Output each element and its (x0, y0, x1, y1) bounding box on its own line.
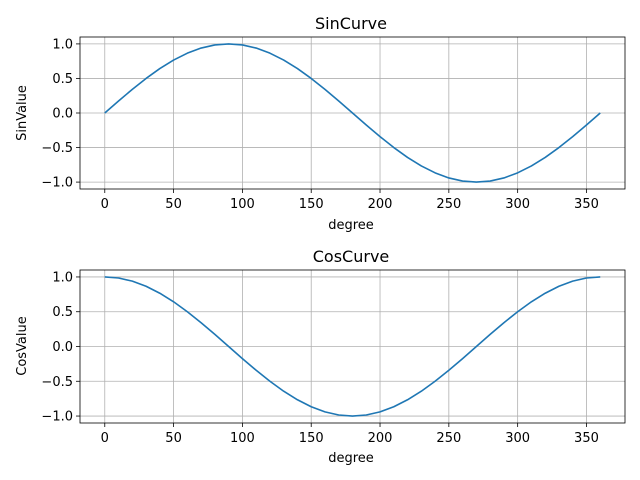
cos-x-axis-label: degree (328, 451, 374, 466)
cos-y-tick-label-1: 0.5 (52, 305, 73, 320)
cos-y-tick-label-3: −0.5 (41, 375, 73, 390)
cos-x-tick-label-5: 250 (436, 431, 461, 446)
sin-x-tick-label-4: 200 (368, 197, 393, 212)
sin-x-tick-label-0: 0 (101, 197, 109, 212)
sin-x-tick-label-7: 350 (574, 197, 599, 212)
sin-subplot: SinCurve 0 50 100 150 200 250 300 350 1.0 0.5 0.0… (15, 14, 626, 233)
cos-x-ticks: 0 50 100 150 200 250 300 350 (101, 423, 599, 446)
cos-x-tick-label-4: 200 (368, 431, 393, 446)
cos-x-tick-label-2: 100 (230, 431, 255, 446)
sin-y-tick-label-3: −0.5 (41, 141, 73, 156)
cos-grid (80, 270, 625, 423)
cos-x-tick-label-0: 0 (101, 431, 109, 446)
sin-y-axis-label: SinValue (15, 85, 30, 141)
sin-x-axis-label: degree (328, 218, 374, 233)
cos-series-line-0 (104, 276, 601, 417)
sin-y-tick-label-0: 1.0 (52, 37, 73, 52)
sin-x-tick-label-1: 50 (165, 197, 182, 212)
sin-y-tick-label-4: −1.0 (41, 176, 73, 191)
sin-grid (80, 37, 625, 189)
cos-y-ticks: 1.0 0.5 0.0 −0.5 −1.0 (41, 270, 80, 425)
cos-y-axis-label: CosValue (15, 316, 30, 376)
cos-x-tick-label-3: 150 (299, 431, 324, 446)
sin-series-group (104, 43, 601, 183)
cos-x-tick-label-7: 350 (574, 431, 599, 446)
sin-x-ticks: 0 50 100 150 200 250 300 350 (101, 189, 599, 212)
cos-subplot: CosCurve 0 50 100 150 200 250 300 350 1.0 0.5 0.0… (15, 247, 626, 466)
cos-series-group (104, 276, 601, 417)
sin-x-tick-label-6: 300 (505, 197, 530, 212)
sin-chart-title: SinCurve (315, 14, 387, 33)
cos-x-tick-label-1: 50 (165, 431, 182, 446)
sin-y-ticks: 1.0 0.5 0.0 −0.5 −1.0 (41, 37, 80, 191)
sin-x-tick-label-2: 100 (230, 197, 255, 212)
sin-y-tick-label-1: 0.5 (52, 72, 73, 87)
cos-chart-title: CosCurve (313, 247, 390, 266)
sin-x-tick-label-5: 250 (436, 197, 461, 212)
cos-y-tick-label-2: 0.0 (52, 340, 73, 355)
sin-y-tick-label-2: 0.0 (52, 107, 73, 122)
sin-series-line-0 (104, 43, 601, 183)
cos-y-tick-label-0: 1.0 (52, 270, 73, 285)
cos-x-tick-label-6: 300 (505, 431, 530, 446)
sin-x-tick-label-3: 150 (299, 197, 324, 212)
cos-y-tick-label-4: −1.0 (41, 410, 73, 425)
